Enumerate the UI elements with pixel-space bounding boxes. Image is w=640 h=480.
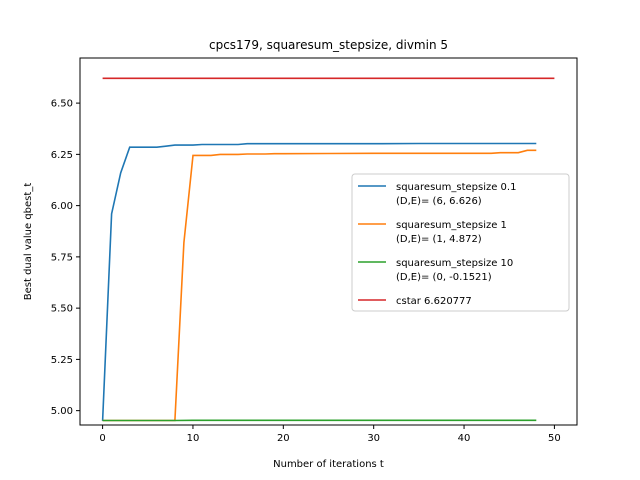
x-tick-label: 30 (367, 433, 380, 444)
x-axis: 0 10 20 30 40 50 (99, 425, 561, 444)
y-tick-label: 6.00 (51, 201, 73, 212)
legend-label-1: squaresum_stepsize 1 (D,E)= (1, 4.872) (396, 220, 507, 245)
y-tick-label: 5.00 (51, 406, 73, 417)
chart-title: cpcs179, squaresum_stepsize, divmin 5 (209, 38, 448, 52)
x-tick-label: 10 (187, 433, 200, 444)
series-line-0 (101, 142, 537, 421)
y-tick-label: 5.50 (51, 304, 73, 315)
y-tick-label: 6.25 (51, 150, 73, 161)
x-tick-label: 50 (548, 433, 561, 444)
plot-frame (79, 57, 578, 426)
y-axis: 5.00 5.25 5.50 5.75 6.00 6.25 6.50 (51, 99, 80, 417)
y-axis-label: Best dual value qbest_t (23, 183, 34, 301)
series-line-1 (102, 149, 537, 422)
legend-box (351, 173, 570, 312)
y-tick-label: 6.50 (51, 99, 73, 110)
legend: squaresum_stepsize 0.1 (D,E)= (6, 6.626) s… (351, 173, 570, 312)
x-tick-label: 20 (277, 433, 290, 444)
x-tick-label: 40 (458, 433, 471, 444)
x-tick-label: 0 (99, 433, 105, 444)
x-axis-label: Number of iterations t (273, 459, 384, 470)
y-tick-label: 5.75 (51, 252, 73, 263)
legend-label-0: squaresum_stepsize 0.1 (D,E)= (6, 6.626) (396, 182, 516, 207)
legend-label-3: cstar 6.620777 (396, 296, 472, 307)
legend-label-2: squaresum_stepsize 10 (D,E)= (0, -0.1521) (396, 258, 513, 283)
plot-lines (101, 77, 555, 422)
y-tick-label: 5.25 (51, 355, 73, 366)
